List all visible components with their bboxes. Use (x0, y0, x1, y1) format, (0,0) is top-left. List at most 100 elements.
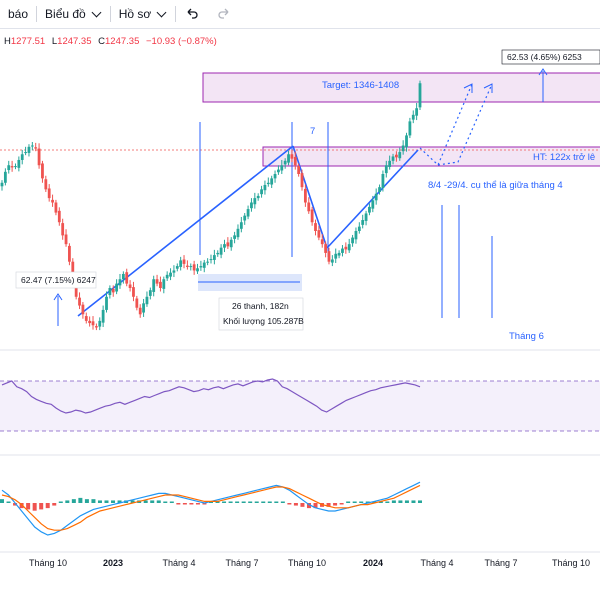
macd-bar (143, 500, 148, 503)
candle-body (142, 303, 145, 313)
projection-path-2 (437, 83, 493, 166)
candle-body (266, 182, 270, 185)
macd-bar (26, 503, 31, 510)
candle-body (351, 237, 354, 244)
candle-body (17, 159, 21, 168)
candle-body (246, 209, 250, 217)
ohlc-low-key: L (51, 36, 58, 47)
candle-body (398, 152, 402, 159)
signal-line (1, 484, 421, 531)
candle-body (226, 242, 230, 247)
candle-body (233, 235, 236, 239)
candle-body (41, 163, 44, 179)
candle-body (371, 200, 375, 209)
candle-body (27, 146, 31, 153)
candle-body (388, 160, 392, 167)
macd-bar (104, 500, 109, 503)
undo-icon (187, 8, 198, 19)
candle-body (341, 248, 344, 253)
candle-body (314, 223, 317, 231)
candle-body (108, 288, 112, 296)
macd-bar (391, 500, 396, 503)
candle-body (54, 202, 58, 213)
april-note: 8/4 -29/4. cụ thể là giữa tháng 4 (428, 180, 563, 191)
candle-body (68, 245, 71, 262)
candle-body (118, 279, 122, 286)
x-tick-label: Tháng 7 (225, 558, 258, 568)
macd-bar (163, 501, 168, 503)
candle-body (277, 169, 280, 173)
candle-body (152, 279, 156, 292)
macd-bar (117, 500, 122, 503)
macd-bar (19, 503, 24, 509)
candle-body (324, 244, 328, 253)
macd-bar (398, 500, 403, 503)
x-tick-label: Tháng 10 (29, 558, 67, 568)
candle-body (364, 213, 368, 221)
candle-body (115, 283, 119, 292)
candle-body (61, 223, 65, 236)
macd-bar (0, 499, 4, 503)
candle-body (300, 173, 304, 188)
macd-bar (274, 501, 279, 503)
macd-bar (411, 500, 416, 503)
macd-bar (45, 503, 50, 509)
measure-left-box (15, 271, 97, 289)
candle-body (0, 182, 4, 187)
candle-body (293, 156, 297, 166)
candle-body (334, 253, 338, 259)
candle-body (273, 174, 277, 179)
toolbar-item-partial[interactable]: báo (0, 0, 36, 28)
candle-body (71, 261, 75, 280)
macd-bar (418, 500, 422, 503)
candle-body (260, 189, 263, 195)
macd-bar (58, 501, 63, 503)
chart-menu-button[interactable]: Biểu đồ (37, 0, 110, 28)
candle-body (327, 251, 331, 262)
candle-body (310, 209, 314, 223)
candle-body (111, 288, 115, 293)
candle-body (199, 266, 203, 268)
candle-body (57, 210, 61, 223)
candle-body (159, 281, 162, 288)
x-tick-label: 2023 (103, 558, 123, 568)
macd-bar (333, 503, 338, 506)
candle-body (10, 166, 14, 168)
macd-bar (111, 500, 116, 503)
toolbar-item-partial-label: báo (8, 7, 29, 21)
candle-body (337, 252, 341, 256)
candle-body (20, 154, 24, 160)
x-tick-label: 2024 (363, 558, 383, 568)
candle-body (384, 165, 388, 174)
wave-label-7: 7 (310, 126, 315, 137)
candle-body (125, 272, 129, 284)
profile-menu-button[interactable]: Hồ sơ (111, 0, 176, 28)
candle-body (162, 279, 166, 289)
toolbar-divider (175, 6, 177, 22)
toolbar-divider (109, 6, 111, 22)
chart-menu-label: Biểu đồ (45, 7, 86, 21)
candle-body (78, 297, 81, 306)
macd-bar (222, 501, 227, 503)
candle-body (30, 145, 34, 147)
undo-button[interactable] (176, 0, 208, 28)
candle-body (263, 184, 267, 191)
candle-body (169, 272, 172, 277)
june-label: Tháng 6 (509, 331, 544, 342)
macd-bar (300, 503, 305, 507)
candle-body (91, 321, 95, 326)
candle-body (145, 296, 149, 305)
candle-body (172, 270, 176, 273)
candle-body (7, 165, 11, 171)
macd-bar (372, 501, 377, 503)
measure-box (501, 49, 600, 65)
rsi-line (1, 378, 421, 414)
macd-bar (287, 503, 292, 505)
candle-body (155, 279, 159, 284)
candle-body (37, 148, 41, 166)
redo-button[interactable] (208, 0, 240, 28)
candle-body (51, 199, 54, 203)
candle-body (283, 160, 287, 165)
candle-body (94, 326, 98, 328)
